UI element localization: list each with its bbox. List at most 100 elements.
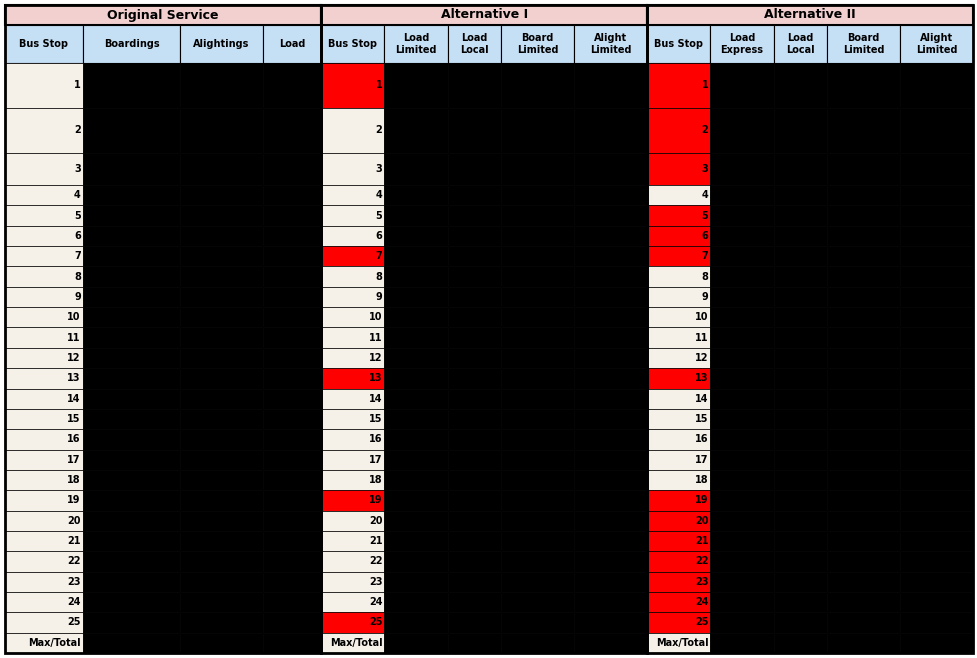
Text: 20: 20 <box>694 516 707 526</box>
Bar <box>263 470 320 490</box>
Bar <box>827 572 899 592</box>
Bar <box>647 531 709 551</box>
Bar <box>447 592 500 613</box>
Bar <box>180 613 263 632</box>
Text: Load
Local: Load Local <box>786 33 814 55</box>
Bar <box>320 490 384 511</box>
Bar <box>263 592 320 613</box>
Bar <box>709 287 773 307</box>
Text: 23: 23 <box>694 577 707 587</box>
Bar <box>827 368 899 388</box>
Text: 20: 20 <box>368 516 382 526</box>
Bar <box>83 613 180 632</box>
Bar <box>773 409 827 429</box>
Bar <box>709 348 773 368</box>
Bar <box>263 108 320 153</box>
Text: 10: 10 <box>694 313 707 322</box>
Bar <box>899 226 972 246</box>
Bar <box>500 531 573 551</box>
Bar <box>263 388 320 409</box>
Bar <box>320 108 384 153</box>
Bar <box>5 388 83 409</box>
Bar <box>5 5 320 653</box>
Bar <box>573 307 647 328</box>
Bar <box>899 246 972 266</box>
Text: 7: 7 <box>74 251 81 261</box>
Bar <box>384 205 447 226</box>
Bar <box>709 266 773 287</box>
Bar <box>180 185 263 205</box>
Bar <box>447 429 500 449</box>
Bar <box>573 205 647 226</box>
Bar <box>709 449 773 470</box>
Bar <box>899 388 972 409</box>
Bar <box>899 108 972 153</box>
Bar <box>573 266 647 287</box>
Bar <box>447 368 500 388</box>
Text: 25: 25 <box>67 617 81 628</box>
Bar <box>83 592 180 613</box>
Text: 17: 17 <box>67 455 81 465</box>
Bar <box>180 307 263 328</box>
Bar <box>180 511 263 531</box>
Text: 18: 18 <box>368 475 382 485</box>
Bar <box>384 470 447 490</box>
Bar <box>827 470 899 490</box>
Text: 22: 22 <box>694 557 707 567</box>
Text: 16: 16 <box>694 434 707 444</box>
Text: 24: 24 <box>368 597 382 607</box>
Bar <box>573 470 647 490</box>
Bar <box>709 490 773 511</box>
Bar <box>827 205 899 226</box>
Bar <box>773 246 827 266</box>
Bar <box>384 348 447 368</box>
Bar <box>500 348 573 368</box>
Bar <box>500 572 573 592</box>
Text: 6: 6 <box>701 231 707 241</box>
Bar <box>573 551 647 572</box>
Bar <box>5 328 83 348</box>
Bar <box>500 449 573 470</box>
Bar <box>573 429 647 449</box>
Text: 24: 24 <box>67 597 81 607</box>
Bar <box>384 246 447 266</box>
Text: 6: 6 <box>74 231 81 241</box>
Bar <box>384 409 447 429</box>
Text: 11: 11 <box>368 333 382 343</box>
Bar <box>180 572 263 592</box>
Bar <box>573 25 647 63</box>
Bar <box>709 551 773 572</box>
Bar <box>180 266 263 287</box>
Bar <box>384 153 447 185</box>
Bar <box>899 572 972 592</box>
Bar <box>573 409 647 429</box>
Bar <box>384 613 447 632</box>
Bar <box>500 205 573 226</box>
Bar <box>573 572 647 592</box>
Bar <box>384 185 447 205</box>
Bar <box>180 108 263 153</box>
Bar <box>180 226 263 246</box>
Bar <box>83 348 180 368</box>
Text: 10: 10 <box>368 313 382 322</box>
Bar <box>263 429 320 449</box>
Bar <box>773 328 827 348</box>
Text: Bus Stop: Bus Stop <box>328 39 377 49</box>
Bar <box>827 592 899 613</box>
Text: Boardings: Boardings <box>104 39 159 49</box>
Text: Alightings: Alightings <box>193 39 249 49</box>
Text: 16: 16 <box>368 434 382 444</box>
Bar <box>83 226 180 246</box>
Bar <box>773 287 827 307</box>
Bar <box>5 25 83 63</box>
Bar <box>827 246 899 266</box>
Bar <box>180 429 263 449</box>
Bar <box>320 572 384 592</box>
Text: Load
Local: Load Local <box>459 33 488 55</box>
Text: Alternative II: Alternative II <box>763 9 855 22</box>
Bar <box>500 153 573 185</box>
Text: 1: 1 <box>375 80 382 90</box>
Bar <box>709 632 773 653</box>
Bar <box>180 205 263 226</box>
Text: 13: 13 <box>67 373 81 384</box>
